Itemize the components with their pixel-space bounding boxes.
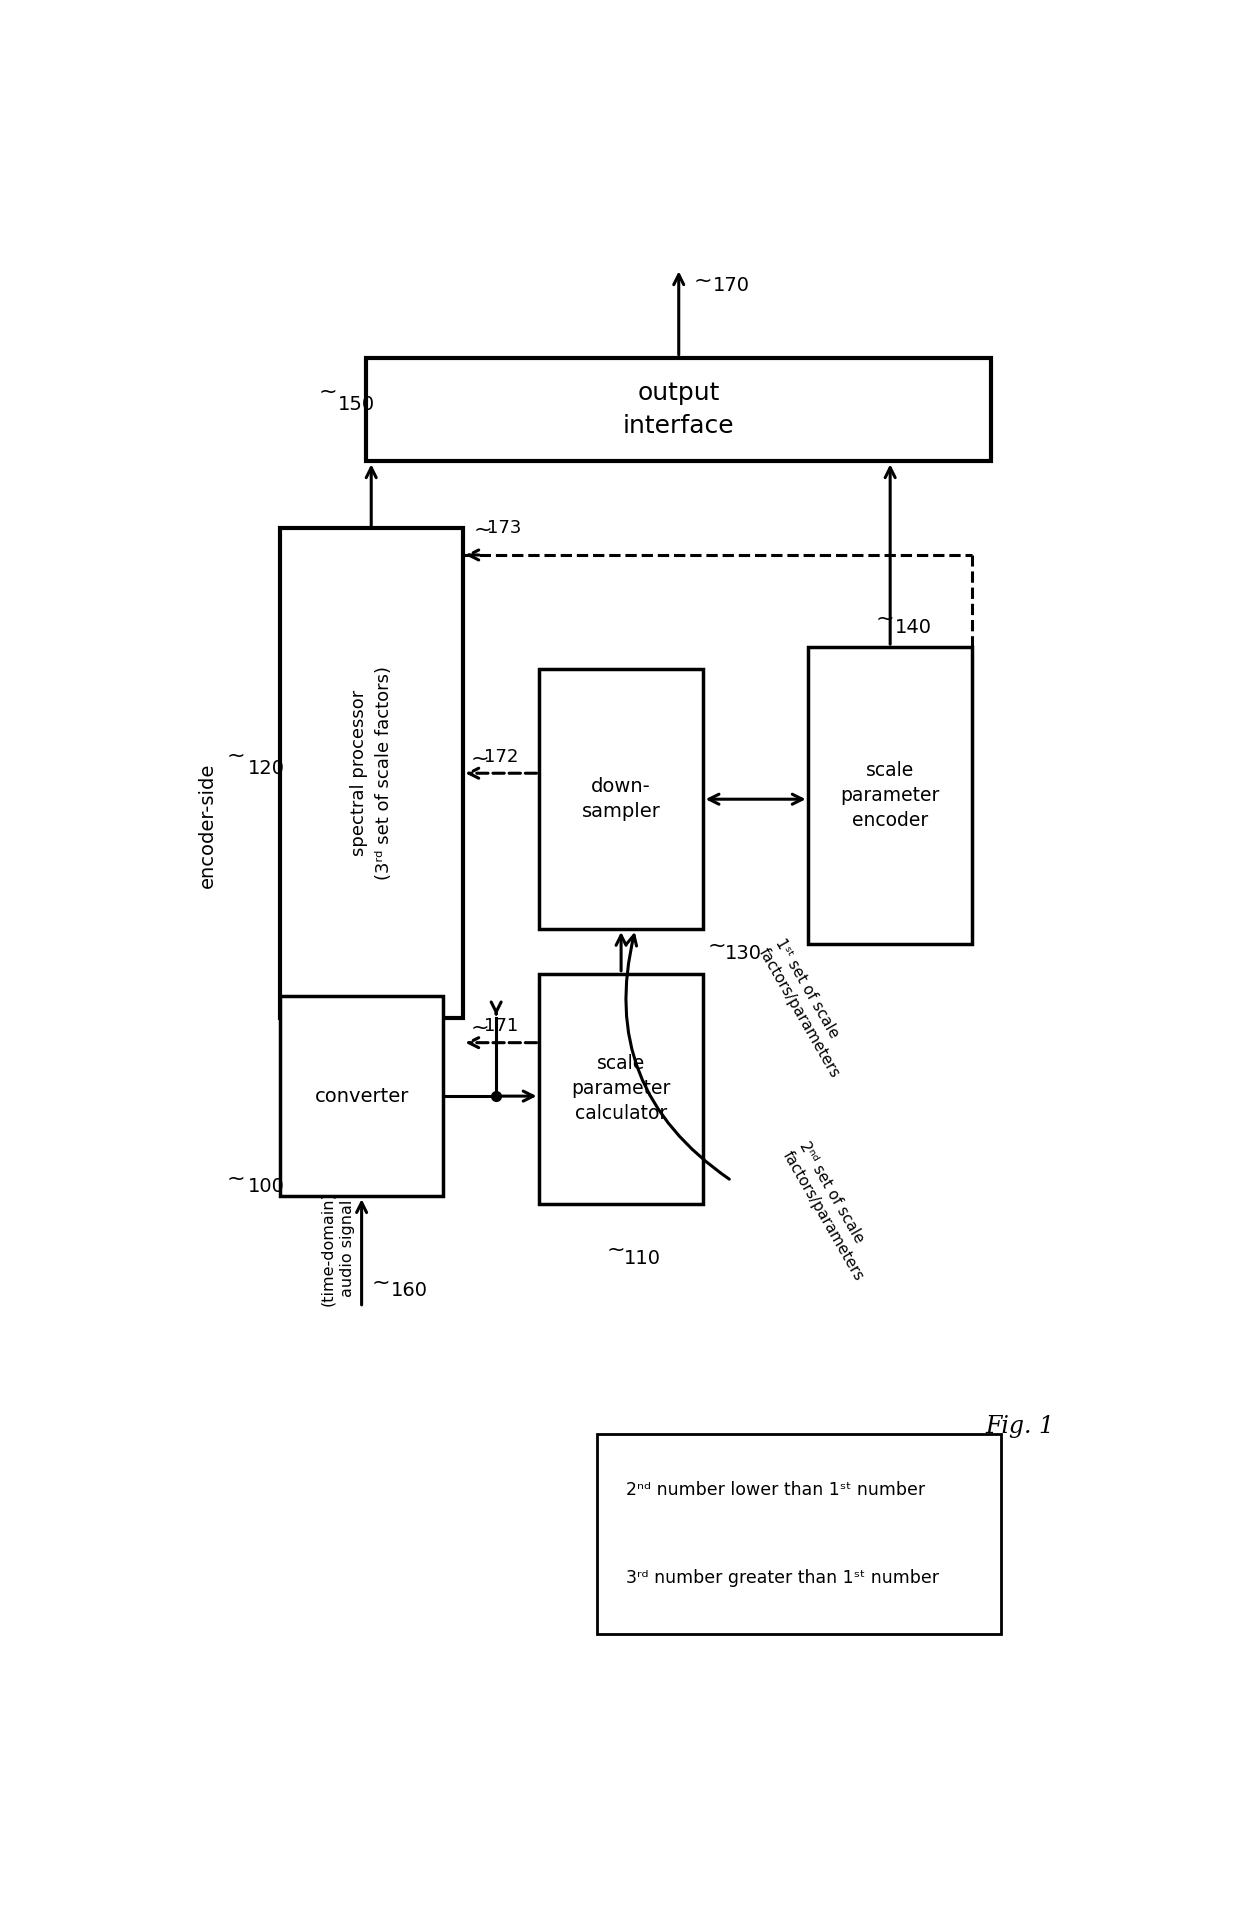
Bar <box>539 669 703 929</box>
Text: ~: ~ <box>470 1018 489 1037</box>
Text: 2ⁿᵈ set of scale
factors/parameters: 2ⁿᵈ set of scale factors/parameters <box>780 1139 883 1284</box>
Text: ~: ~ <box>227 1168 246 1190</box>
Text: 173: 173 <box>486 519 521 538</box>
Text: 172: 172 <box>484 748 518 765</box>
Bar <box>280 528 463 1018</box>
Text: ~: ~ <box>470 748 489 769</box>
Text: (time-domain)
audio signal: (time-domain) audio signal <box>320 1192 355 1305</box>
Text: output
interface: output interface <box>622 380 734 438</box>
Text: encoder-side: encoder-side <box>198 762 217 889</box>
Text: 3ʳᵈ number greater than 1ˢᵗ number: 3ʳᵈ number greater than 1ˢᵗ number <box>626 1569 939 1587</box>
Bar <box>539 974 703 1203</box>
Bar <box>280 997 444 1195</box>
Text: ~: ~ <box>371 1272 389 1294</box>
Text: ~: ~ <box>227 746 246 765</box>
Text: ~: ~ <box>606 1240 625 1261</box>
Text: Fig. 1: Fig. 1 <box>986 1415 1054 1438</box>
Text: 2ⁿᵈ number lower than 1ˢᵗ number: 2ⁿᵈ number lower than 1ˢᵗ number <box>626 1481 925 1498</box>
Text: scale
parameter
calculator: scale parameter calculator <box>572 1055 671 1124</box>
Text: ~: ~ <box>875 609 894 629</box>
Text: 120: 120 <box>248 760 285 777</box>
Text: 170: 170 <box>713 276 749 295</box>
Text: 160: 160 <box>391 1282 428 1299</box>
Text: 1ˢᵗ set of scale
factors/parameters: 1ˢᵗ set of scale factors/parameters <box>755 935 859 1080</box>
Bar <box>808 648 972 945</box>
Text: 110: 110 <box>624 1249 661 1267</box>
Bar <box>367 357 991 461</box>
Text: ~: ~ <box>474 521 492 540</box>
Text: 140: 140 <box>895 617 932 636</box>
Text: spectral processor
(3ʳᵈ set of scale factors): spectral processor (3ʳᵈ set of scale fac… <box>350 667 393 881</box>
Text: 171: 171 <box>484 1018 518 1035</box>
Bar <box>596 1434 1001 1635</box>
Text: ~: ~ <box>319 382 337 403</box>
Text: ~: ~ <box>693 270 712 291</box>
Text: 130: 130 <box>725 945 761 964</box>
Text: converter: converter <box>315 1087 409 1105</box>
Text: 150: 150 <box>337 395 374 415</box>
Text: down-
sampler: down- sampler <box>582 777 661 821</box>
Text: 100: 100 <box>248 1178 285 1195</box>
Text: scale
parameter
encoder: scale parameter encoder <box>841 762 940 829</box>
Text: ~: ~ <box>708 935 727 956</box>
